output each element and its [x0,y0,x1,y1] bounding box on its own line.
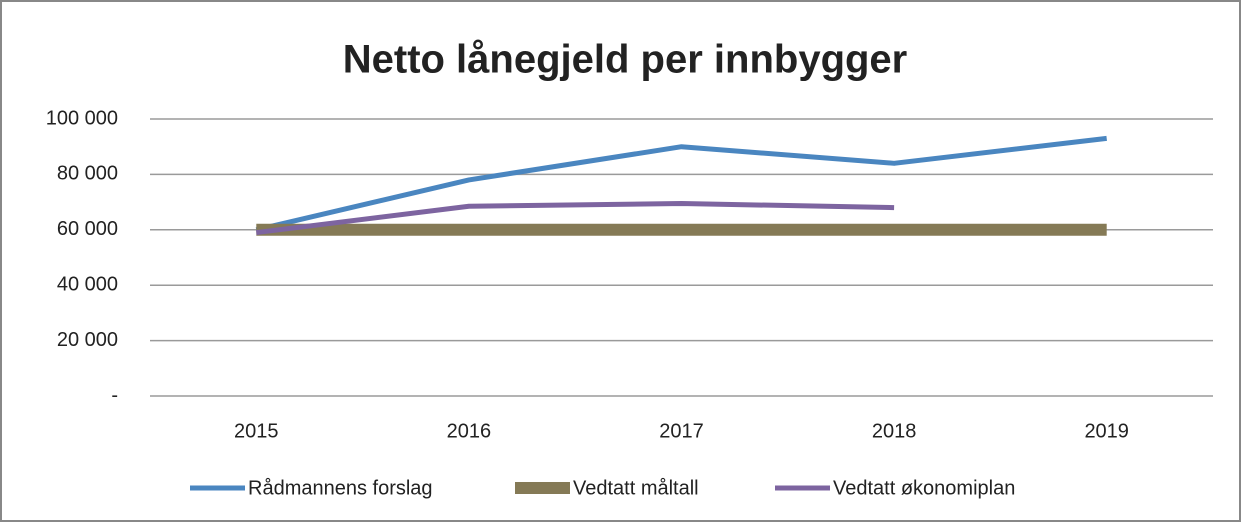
x-tick-label: 2018 [872,420,917,442]
x-tick-label: 2019 [1084,420,1129,442]
y-tick-label: 80 000 [57,163,118,185]
y-tick-label: 100 000 [46,107,118,129]
y-tick-label: 60 000 [57,218,118,240]
x-tick-label: 2017 [659,420,704,442]
legend-label: Vedtatt økonomiplan [833,477,1015,499]
y-tick-label: 20 000 [57,329,118,351]
x-tick-label: 2015 [234,420,279,442]
x-tick-label: 2016 [447,420,492,442]
legend-label: Vedtatt måltall [573,477,699,499]
y-tick-label: 40 000 [57,273,118,295]
legend-label: Rådmannens forslag [248,477,433,499]
y-tick-label: - [111,384,118,406]
series-line [255,200,895,236]
series-line [255,135,1107,233]
chart-title: Netto lånegjeld per innbygger [343,38,908,82]
